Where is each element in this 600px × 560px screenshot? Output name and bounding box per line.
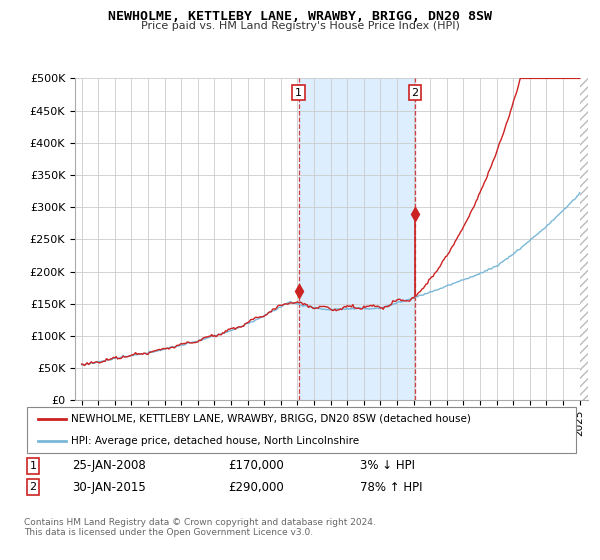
Text: 2: 2: [29, 482, 37, 492]
Text: NEWHOLME, KETTLEBY LANE, WRAWBY, BRIGG, DN20 8SW: NEWHOLME, KETTLEBY LANE, WRAWBY, BRIGG, …: [108, 10, 492, 23]
Bar: [299, 78, 415, 400]
Text: 25-JAN-2008: 25-JAN-2008: [72, 459, 146, 473]
FancyBboxPatch shape: [27, 407, 577, 452]
Text: NEWHOLME, KETTLEBY LANE, WRAWBY, BRIGG, DN20 8SW (detached house): NEWHOLME, KETTLEBY LANE, WRAWBY, BRIGG, …: [71, 414, 472, 424]
Text: 1: 1: [295, 87, 302, 97]
Text: Price paid vs. HM Land Registry's House Price Index (HPI): Price paid vs. HM Land Registry's House …: [140, 21, 460, 31]
Text: 78% ↑ HPI: 78% ↑ HPI: [360, 480, 422, 494]
Text: £170,000: £170,000: [228, 459, 284, 473]
Text: 3% ↓ HPI: 3% ↓ HPI: [360, 459, 415, 473]
Text: £290,000: £290,000: [228, 480, 284, 494]
Text: HPI: Average price, detached house, North Lincolnshire: HPI: Average price, detached house, Nort…: [71, 436, 359, 446]
Text: 30-JAN-2015: 30-JAN-2015: [72, 480, 146, 494]
Text: Contains HM Land Registry data © Crown copyright and database right 2024.
This d: Contains HM Land Registry data © Crown c…: [24, 518, 376, 538]
Text: 1: 1: [29, 461, 37, 471]
Text: 2: 2: [412, 87, 419, 97]
Polygon shape: [580, 78, 588, 400]
